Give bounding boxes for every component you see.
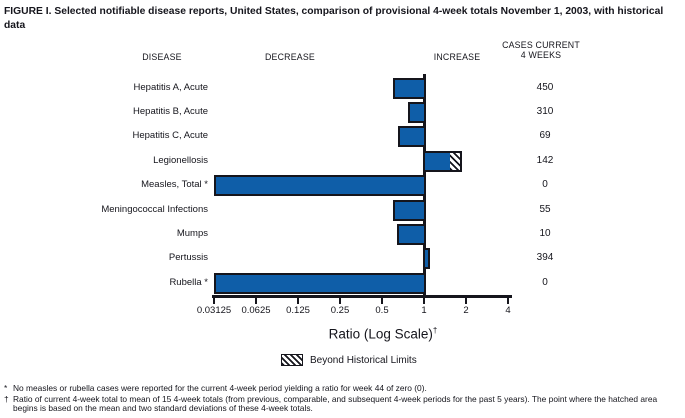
footnote-measles-rubella: * No measles or rubella cases were repor… — [4, 383, 682, 394]
cases-value-rubella: 0 — [542, 276, 548, 288]
column-header-disease: DISEASE — [142, 52, 182, 62]
x-axis-line — [212, 295, 512, 298]
axis-tick-0.03125 — [213, 297, 215, 304]
cases-value-hepatitis-b-acute: 310 — [536, 105, 554, 117]
footnote-marker-dagger: † — [4, 393, 9, 404]
cases-header-line2: 4 WEEKS — [520, 50, 562, 60]
axis-tick-label-1: 1 — [421, 305, 427, 316]
bar-meningococcal-infections — [393, 199, 426, 221]
axis-title: Ratio (Log Scale)† — [238, 326, 528, 342]
cases-value-meningococcal-infections: 55 — [539, 203, 551, 215]
axis-tick-label-0.25: 0.25 — [330, 305, 350, 316]
cases-value-mumps: 10 — [539, 227, 551, 239]
axis-tick-label-0.5: 0.5 — [375, 305, 389, 316]
axis-tick-label-0.03125: 0.03125 — [196, 305, 232, 316]
disease-label-mumps: Mumps — [176, 227, 208, 239]
footnote-marker-asterisk: * — [4, 383, 8, 393]
disease-label-hepatitis-b-acute: Hepatitis B, Acute — [133, 105, 208, 117]
disease-label-pertussis: Pertussis — [168, 252, 208, 264]
cases-header-line1: CASES CURRENT — [502, 40, 580, 50]
footnotes: * No measles or rubella cases were repor… — [4, 383, 682, 415]
axis-tick-0.125 — [297, 297, 299, 304]
figure-title: FIGURE I. Selected notifiable disease re… — [4, 6, 664, 31]
column-header-increase: INCREASE — [433, 52, 481, 62]
axis-tick-label-4: 4 — [505, 305, 511, 316]
disease-label-hepatitis-a-acute: Hepatitis A, Acute — [133, 81, 208, 93]
legend: Beyond Historical Limits — [281, 354, 417, 366]
disease-label-meningococcal-infections: Meningococcal Infections — [101, 203, 208, 215]
footnote-text: Ratio of current 4-week total to mean of… — [13, 393, 658, 414]
disease-label-measles-total: Measles, Total * — [141, 179, 208, 191]
column-header-cases: CASES CURRENT 4 WEEKS — [496, 40, 586, 60]
cases-value-hepatitis-a-acute: 450 — [536, 81, 554, 93]
bar-mumps — [396, 223, 426, 245]
footnote-text: No measles or rubella cases were reporte… — [13, 383, 427, 393]
axis-tick-label-0.125: 0.125 — [286, 305, 310, 316]
axis-tick-1 — [423, 297, 425, 304]
beyond-limit-hatch — [450, 152, 460, 170]
bar-hepatitis-b-acute — [408, 101, 426, 123]
cases-value-pertussis: 394 — [536, 252, 554, 264]
disease-label-hepatitis-c-acute: Hepatitis C, Acute — [132, 130, 208, 142]
beyond-limits-hatch-icon — [281, 354, 303, 366]
axis-tick-0.25 — [339, 297, 341, 304]
axis-tick-label-0.0625: 0.0625 — [241, 305, 271, 316]
axis-tick-label-2: 2 — [463, 305, 469, 316]
cases-value-hepatitis-c-acute: 69 — [539, 130, 551, 142]
bar-rubella — [214, 272, 426, 294]
bar-hepatitis-a-acute — [393, 77, 426, 99]
cases-value-measles-total: 0 — [542, 179, 548, 191]
axis-tick-0.0625 — [255, 297, 257, 304]
bar-legionellosis — [422, 150, 462, 172]
cases-value-legionellosis: 142 — [536, 154, 554, 166]
axis-tick-0.5 — [381, 297, 383, 304]
column-header-decrease: DECREASE — [265, 52, 315, 62]
axis-tick-2 — [465, 297, 467, 304]
disease-label-rubella: Rubella * — [169, 276, 208, 288]
axis-title-text: Ratio (Log Scale) — [328, 326, 433, 342]
bar-hepatitis-c-acute — [397, 126, 426, 148]
footnote-ratio-definition: † Ratio of current 4-week total to mean … — [4, 393, 682, 415]
disease-label-legionellosis: Legionellosis — [153, 154, 208, 166]
axis-tick-4 — [507, 297, 509, 304]
bar-measles-total — [214, 175, 426, 197]
bar-pertussis — [422, 248, 430, 270]
legend-label: Beyond Historical Limits — [310, 354, 417, 366]
axis-title-dagger: † — [432, 326, 438, 335]
